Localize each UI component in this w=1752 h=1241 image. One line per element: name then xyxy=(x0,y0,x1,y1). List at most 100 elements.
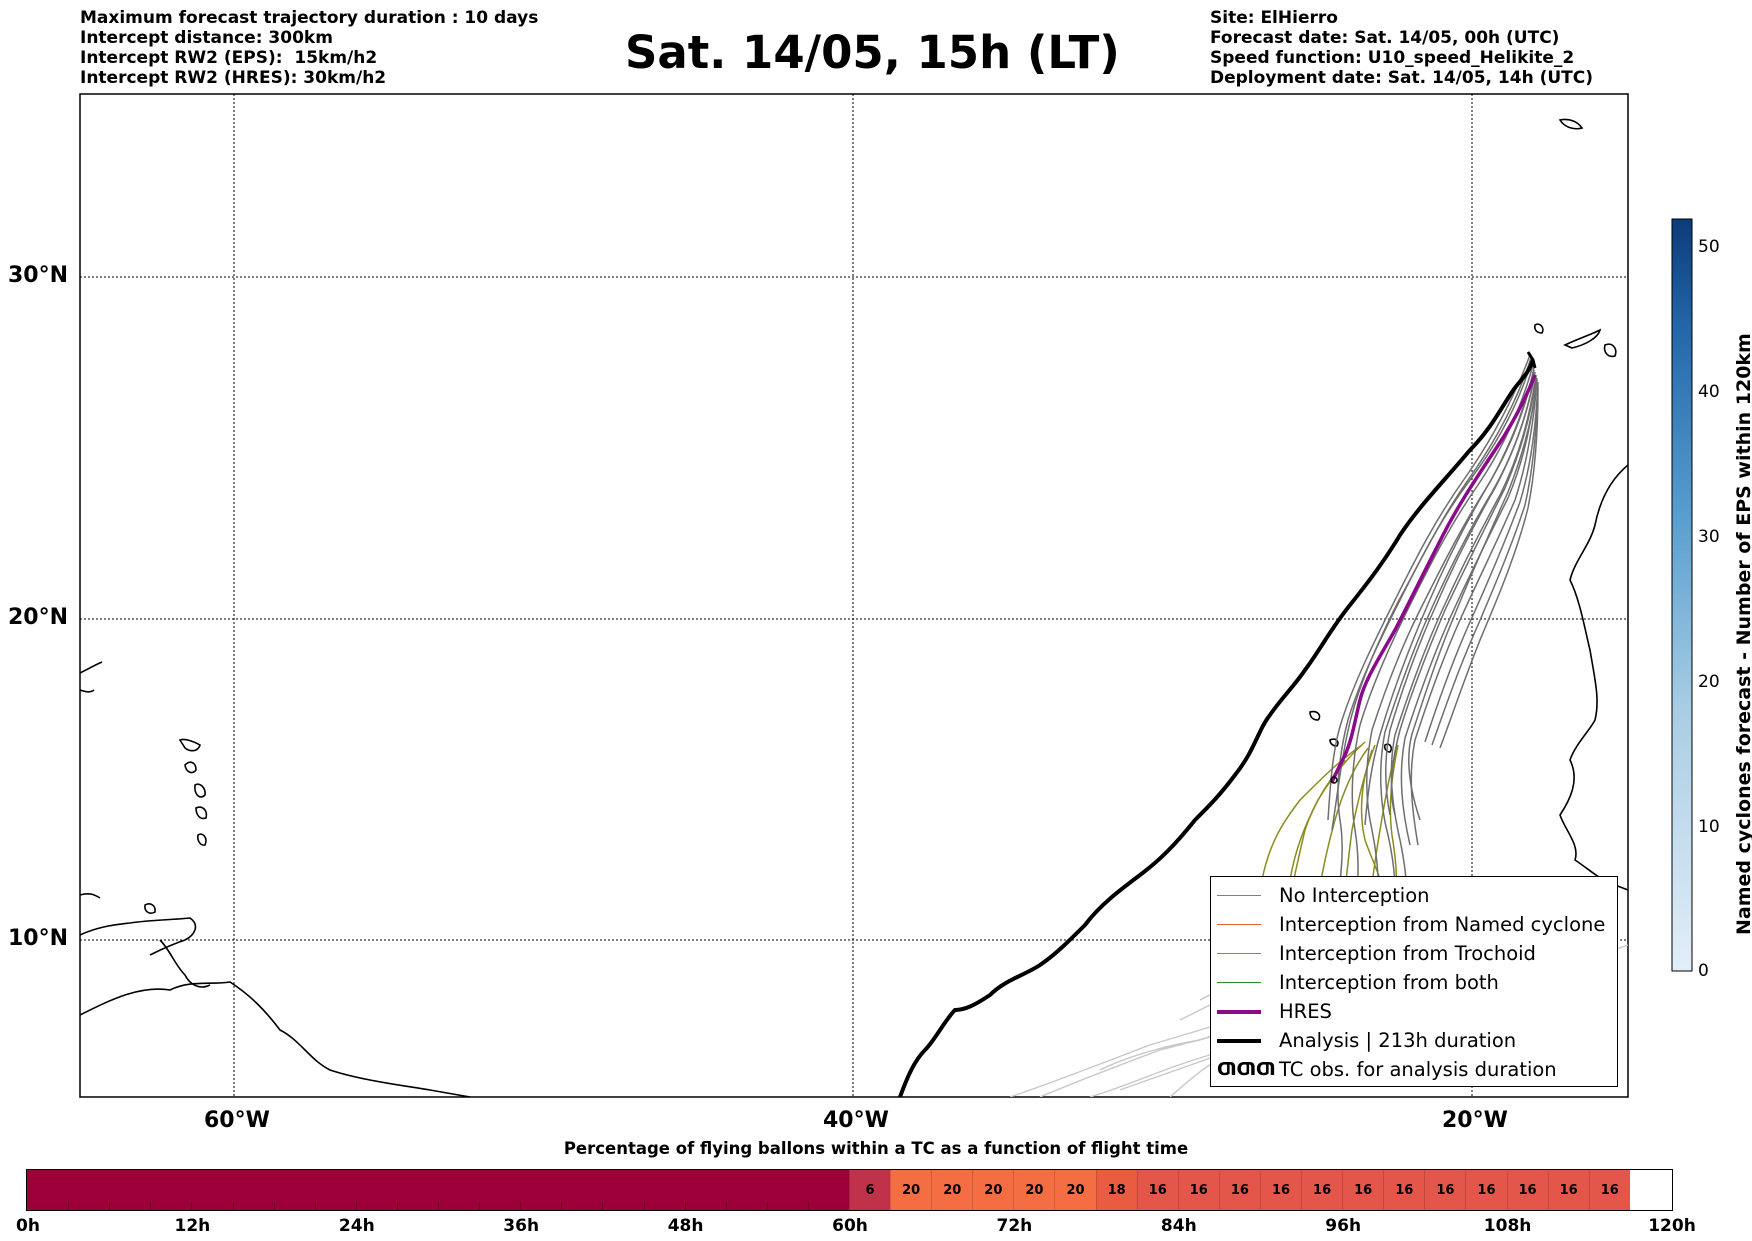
lat-label-10n: 10°N xyxy=(8,926,69,951)
tc-symbol-icon: ƢƢƢ xyxy=(1217,1059,1276,1080)
legend-swatch xyxy=(1217,982,1261,983)
timebar-cell: 16 xyxy=(1177,1170,1219,1210)
timebar-cell: 16 xyxy=(1136,1170,1178,1210)
timebar-cell: 20 xyxy=(1054,1170,1096,1210)
lat-label-30n: 30°N xyxy=(8,263,69,288)
speed-function-text: Speed function: U10_speed_Helikite_2 xyxy=(1210,48,1575,68)
lat-label-20n: 20°N xyxy=(8,605,69,630)
timebar-label: 48h xyxy=(667,1216,704,1236)
header-right-info: Site: ElHierro Forecast date: Sat. 14/05… xyxy=(1210,8,1593,88)
timebar-cell: 18 xyxy=(1095,1170,1137,1210)
legend-item-both: Interception from both xyxy=(1217,968,1499,997)
forecast-date-text: Forecast date: Sat. 14/05, 00h (UTC) xyxy=(1210,28,1560,48)
timebar-tick xyxy=(520,1202,522,1210)
timebar-tick xyxy=(314,1202,316,1210)
timebar-cell: 16 xyxy=(1383,1170,1425,1210)
legend-item-trochoid: Interception from Trochoid xyxy=(1217,939,1536,968)
timebar-label: 84h xyxy=(1160,1216,1197,1236)
timebar-label: 24h xyxy=(338,1216,375,1236)
header-left-info: Maximum forecast trajectory duration : 1… xyxy=(80,8,538,88)
timebar-cell: 6 xyxy=(849,1170,891,1210)
legend-item-hres: HRES xyxy=(1217,997,1332,1026)
legend-item-tc-obs: ƢƢƢ TC obs. for analysis duration xyxy=(1217,1055,1557,1084)
timebar-tick xyxy=(438,1202,439,1210)
trajectories-no-interception xyxy=(1327,354,1539,921)
lon-label-40w: 40°W xyxy=(823,1108,889,1133)
timebar-cell: 20 xyxy=(931,1170,973,1210)
legend-label: Interception from Named cyclone xyxy=(1279,913,1606,936)
legend-label: Analysis | 213h duration xyxy=(1279,1029,1517,1052)
timebar-cell: 16 xyxy=(1506,1170,1548,1210)
timebar-label: 60h xyxy=(832,1216,868,1236)
analysis-trajectory xyxy=(898,359,1535,1097)
timebar-tick xyxy=(273,1202,275,1210)
timebar-cell: 16 xyxy=(1588,1170,1630,1210)
legend-label: TC obs. for analysis duration xyxy=(1279,1058,1557,1081)
legend-item-no-interception: No Interception xyxy=(1217,881,1430,910)
site-text: Site: ElHierro xyxy=(1210,8,1338,28)
hres-trajectory xyxy=(1330,374,1537,783)
timebar-tick xyxy=(807,1202,809,1210)
legend-swatch xyxy=(1217,1009,1261,1014)
timebar-tick xyxy=(191,1202,193,1210)
timebar-cell: 16 xyxy=(1342,1170,1384,1210)
legend-item-analysis: Analysis | 213h duration xyxy=(1217,1026,1516,1055)
timebar-tick xyxy=(766,1202,768,1210)
timebar-tick xyxy=(396,1202,398,1210)
colorbar-tick-10: 10 xyxy=(1698,817,1720,837)
timebar-cell xyxy=(27,1170,849,1210)
timebar-cell: 16 xyxy=(1424,1170,1466,1210)
legend-swatch xyxy=(1217,1038,1261,1043)
colorbar-label: Named cyclones forecast - Number of EPS … xyxy=(1733,333,1752,935)
legend-item-named-cyclone: Interception from Named cyclone xyxy=(1217,910,1605,939)
timebar-label: 12h xyxy=(174,1216,211,1236)
timebar-tick xyxy=(355,1202,357,1210)
timebar-tick xyxy=(561,1202,563,1210)
intercept-rw2-eps-text: Intercept RW2 (EPS): 15km/h2 xyxy=(80,48,378,68)
max-duration-text: Maximum forecast trajectory duration : 1… xyxy=(80,8,539,28)
timebar-title: Percentage of flying ballons within a TC… xyxy=(563,1139,1189,1158)
legend-swatch xyxy=(1217,953,1261,954)
legend-label: Interception from Trochoid xyxy=(1279,942,1536,965)
timebar-cell: 20 xyxy=(890,1170,932,1210)
colorbar-tick-40: 40 xyxy=(1698,382,1720,402)
legend-label: No Interception xyxy=(1279,884,1430,907)
colorbar xyxy=(1671,218,1693,972)
lon-label-60w: 60°W xyxy=(204,1108,270,1133)
timebar-tick xyxy=(643,1202,645,1210)
map-legend: No Interception Interception from Named … xyxy=(1210,876,1618,1087)
timebar-cell: 20 xyxy=(972,1170,1014,1210)
lon-label-20w: 20°W xyxy=(1442,1108,1508,1133)
timebar-tick xyxy=(109,1202,111,1210)
timebar-label: 72h xyxy=(996,1216,1033,1236)
intercept-rw2-hres-text: Intercept RW2 (HRES): 30km/h2 xyxy=(80,68,387,88)
timebar-tick xyxy=(68,1202,70,1210)
timebar-cell: 16 xyxy=(1259,1170,1302,1210)
timebar-tick xyxy=(602,1202,604,1210)
coastlines xyxy=(80,118,1628,1097)
timebar-tick xyxy=(150,1202,152,1210)
timebar-cell: 16 xyxy=(1465,1170,1507,1210)
timebar-label: 36h xyxy=(503,1216,540,1236)
timebar-label: 108h xyxy=(1483,1216,1532,1236)
timebar-label: 120h xyxy=(1648,1216,1696,1236)
legend-label: Interception from both xyxy=(1279,971,1499,994)
deployment-date-text: Deployment date: Sat. 14/05, 14h (UTC) xyxy=(1210,68,1594,88)
timebar: 6 20 20 20 20 20 18 16 16 16 16 16 16 16 16 16 16 16 16 xyxy=(26,1169,1673,1211)
colorbar-tick-30: 30 xyxy=(1698,527,1720,547)
colorbar-tick-0: 0 xyxy=(1698,961,1709,981)
timebar-tick xyxy=(684,1202,686,1210)
intercept-distance-text: Intercept distance: 300km xyxy=(80,28,333,48)
legend-swatch xyxy=(1217,895,1261,896)
colorbar-tick-50: 50 xyxy=(1698,237,1720,257)
timebar-cell: 16 xyxy=(1547,1170,1589,1210)
timebar-tick xyxy=(725,1202,727,1210)
timebar-cell: 16 xyxy=(1301,1170,1343,1210)
timebar-tick xyxy=(479,1202,481,1210)
page-title: Sat. 14/05, 15h (LT) xyxy=(625,26,1120,79)
timebar-cell: 16 xyxy=(1218,1170,1260,1210)
colorbar-tick-20: 20 xyxy=(1698,672,1720,692)
timebar-label: 0h xyxy=(16,1216,40,1236)
legend-label: HRES xyxy=(1279,1000,1332,1023)
legend-swatch xyxy=(1217,924,1261,925)
